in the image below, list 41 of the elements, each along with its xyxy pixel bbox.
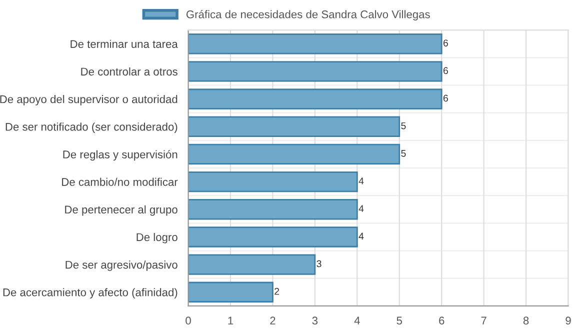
bar	[188, 171, 358, 192]
x-tick-label: 5	[396, 316, 402, 325]
bar	[188, 144, 400, 165]
y-tick-label: De controlar a otros	[81, 67, 178, 76]
data-label: 3	[316, 260, 322, 268]
x-tick-label: 8	[523, 316, 529, 325]
bar	[188, 116, 400, 137]
data-label: 4	[358, 205, 364, 212]
data-label: 6	[443, 94, 448, 102]
bar	[188, 282, 274, 302]
bar	[188, 254, 316, 275]
x-tick-label: 9	[566, 316, 571, 325]
y-tick-label: De logro	[136, 232, 178, 244]
x-tick-label: 7	[481, 316, 486, 324]
bar	[188, 61, 442, 82]
data-label: 4	[358, 178, 364, 184]
y-tick-label: De terminar una tarea	[70, 40, 178, 48]
data-label: 5	[401, 150, 406, 157]
x-tick-label: 2	[270, 316, 276, 324]
x-tick-label: 3	[312, 316, 318, 325]
bar	[188, 34, 442, 54]
y-tick-label: De reglas y supervisión	[63, 150, 178, 161]
y-tick-label: De apoyo del supervisor o autoridad	[0, 95, 178, 106]
x-tick-label: 6	[439, 316, 444, 325]
data-label: 5	[401, 122, 406, 130]
data-label: 4	[358, 232, 364, 240]
bar	[188, 88, 442, 110]
x-tick-label: 1	[228, 316, 234, 324]
bar	[188, 199, 358, 220]
x-tick-label: 4	[354, 316, 360, 324]
bar	[188, 226, 358, 248]
y-tick-label: De acercamiento y afecto (afinidad)	[3, 288, 178, 298]
data-label: 2	[274, 288, 280, 295]
data-label: 6	[443, 67, 448, 74]
legend-label: Gráfica de necesidades de Sandra Calvo Villegas	[186, 10, 430, 20]
x-tick-label: 0	[186, 316, 191, 325]
y-tick-label: De ser notificado (ser considerado)	[6, 122, 178, 133]
data-label: 6	[443, 40, 448, 46]
y-tick-label: De pertenecer al grupo	[65, 205, 178, 216]
y-tick-label: De ser agresivo/pasivo	[66, 260, 178, 271]
y-tick-label: De cambio/no modificar	[62, 178, 178, 186]
